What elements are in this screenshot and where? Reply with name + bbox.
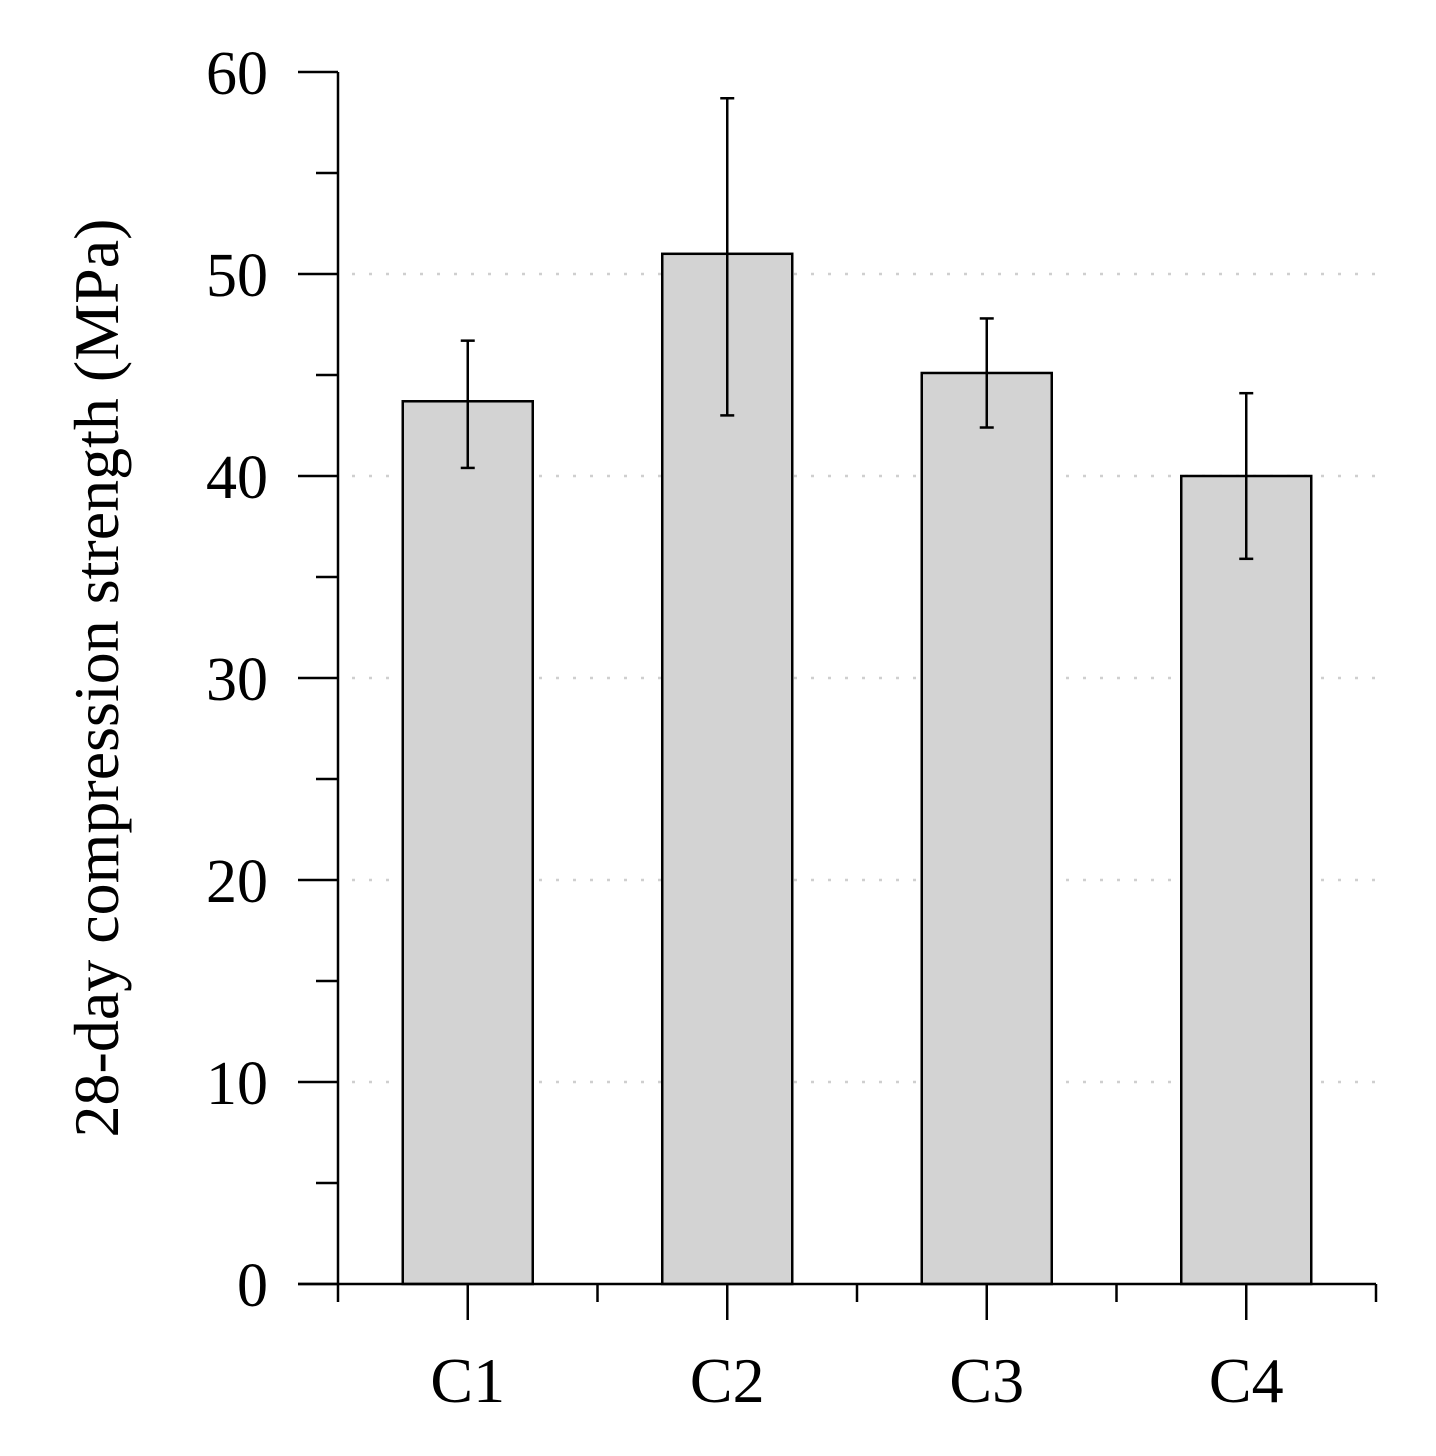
- x-tick-label-c4: C4: [1209, 1345, 1284, 1416]
- x-tick-label-c3: C3: [949, 1345, 1024, 1416]
- x-tick-label-c1: C1: [430, 1345, 505, 1416]
- y-tick-label: 60: [206, 40, 268, 108]
- bars: [401, 252, 1313, 1286]
- y-tick-label: 30: [206, 646, 268, 714]
- y-tick-label: 10: [206, 1050, 268, 1118]
- y-axis-title: 28-day compression strength (MPa): [61, 219, 132, 1138]
- bar-c4: [1180, 474, 1313, 1286]
- y-tick-label: 40: [206, 444, 268, 512]
- tick-marks: [298, 70, 1378, 1320]
- bar-c1: [401, 400, 534, 1286]
- y-tick-label: 0: [237, 1252, 268, 1320]
- y-tick-label: 20: [206, 848, 268, 916]
- bar-c2: [661, 252, 794, 1286]
- x-tick-label-c2: C2: [690, 1345, 765, 1416]
- error-bars: [460, 97, 1254, 561]
- y-tick-label: 50: [206, 242, 268, 310]
- bar-c3: [920, 371, 1053, 1286]
- tick-labels: 0 10 20 30 40 50 60 C1 C2 C3 C4: [206, 40, 1284, 1416]
